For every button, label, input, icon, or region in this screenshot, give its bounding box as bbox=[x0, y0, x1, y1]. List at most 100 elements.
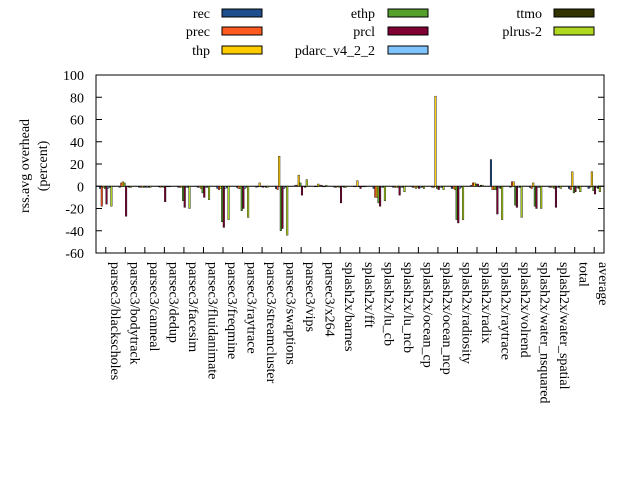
bar-rec-total bbox=[568, 186, 571, 189]
bar-ttmo-total bbox=[577, 186, 580, 189]
bar-prec-parsec3-swaptions bbox=[276, 186, 279, 190]
legend-label-pdarc-v4-2-2: pdarc_v4_2_2 bbox=[295, 44, 375, 59]
bar-plrus-2-splash2x-lu-ncb bbox=[403, 186, 406, 193]
y-tick-label: 20 bbox=[70, 158, 84, 173]
bar-ethp-parsec3-dedup bbox=[162, 186, 165, 188]
x-tick-label-splash2x-lu-cb: splash2x/lu_cb bbox=[380, 262, 395, 346]
bar-ttmo-splash2x-radiosity bbox=[460, 186, 463, 188]
bar-prcl-splash2x-lu-ncb bbox=[398, 186, 401, 196]
bar-ethp-parsec3-streamcluster bbox=[260, 186, 263, 188]
legend-label-plrus-2: plrus-2 bbox=[502, 25, 542, 40]
bar-prcl-splash2x-fft bbox=[359, 186, 362, 189]
x-tick-label-parsec3-raytrace: parsec3/raytrace bbox=[244, 262, 259, 354]
bar-ethp-parsec3-vips bbox=[299, 182, 302, 187]
bar-thp-splash2x-water-nsquared bbox=[532, 182, 535, 187]
bar-pdarc-v4-2-2-parsec3-canneal bbox=[146, 186, 149, 188]
bar-pdarc-v4-2-2-parsec3-x264 bbox=[322, 186, 325, 188]
legend-swatch-prec bbox=[221, 26, 263, 36]
y-tick-label: 80 bbox=[70, 91, 84, 106]
bar-prec-splash2x-fft bbox=[354, 186, 357, 188]
bar-ethp-splash2x-lu-cb bbox=[377, 186, 380, 204]
bar-pdarc-v4-2-2-splash2x-ocean-cp bbox=[419, 186, 422, 188]
bar-ttmo-parsec3-freqmine bbox=[225, 186, 228, 188]
bar-thp-parsec3-streamcluster bbox=[258, 182, 261, 187]
bar-prec-parsec3-vips bbox=[296, 184, 299, 187]
bar-rec-splash2x-ocean-ncp bbox=[431, 186, 434, 188]
bar-prcl-parsec3-raytrace bbox=[242, 186, 245, 209]
bar-ttmo-splash2x-ocean-cp bbox=[421, 186, 424, 188]
bar-rec-parsec3-facesim bbox=[177, 186, 180, 188]
x-tick-label-splash2x-fft: splash2x/fft bbox=[361, 262, 376, 328]
bar-rec-splash2x-lu-ncb bbox=[392, 186, 395, 188]
bar-prec-splash2x-lu-cb bbox=[374, 186, 377, 198]
bar-pdarc-v4-2-2-splash2x-radiosity bbox=[458, 186, 461, 189]
bar-plrus-2-parsec3-dedup bbox=[168, 186, 171, 188]
bar-prec-splash2x-ocean-cp bbox=[413, 186, 416, 188]
bar-rec-splash2x-radiosity bbox=[450, 186, 453, 189]
legend-label-rec: rec bbox=[193, 7, 210, 22]
bar-pdarc-v4-2-2-splash2x-water-spatial bbox=[556, 186, 559, 188]
bar-rec-parsec3-dedup bbox=[157, 186, 160, 188]
x-tick-label-parsec3-dedup: parsec3/dedup bbox=[165, 262, 180, 343]
bar-prec-splash2x-barnes bbox=[335, 186, 338, 188]
bar-prec-parsec3-bodytrack bbox=[120, 182, 123, 187]
bar-thp-parsec3-canneal bbox=[141, 186, 144, 188]
bar-rec-parsec3-freqmine bbox=[216, 186, 219, 189]
bar-pdarc-v4-2-2-parsec3-dedup bbox=[165, 186, 168, 188]
x-axis: parsec3/blackscholes parsec3/bodytrack par… bbox=[105, 247, 610, 404]
bar-rec-parsec3-x264 bbox=[314, 186, 317, 188]
bar-thp-parsec3-bodytrack bbox=[121, 181, 124, 187]
bar-ttmo-parsec3-vips bbox=[304, 186, 307, 188]
bar-ethp-splash2x-fft bbox=[357, 186, 360, 188]
y-tick-label: 100 bbox=[63, 69, 84, 84]
bar-plrus-2-splash2x-raytrace bbox=[501, 186, 504, 220]
bar-prcl-parsec3-blackscholes bbox=[105, 186, 108, 205]
bar-ethp-parsec3-blackscholes bbox=[103, 186, 106, 189]
x-tick-label-parsec3-streamcluster: parsec3/streamcluster bbox=[263, 262, 278, 384]
bar-thp-average bbox=[590, 171, 593, 187]
y-axis-label-line-2: (percent) bbox=[36, 140, 51, 191]
bar-rec-splash2x-barnes bbox=[333, 186, 336, 188]
bar-ethp-splash2x-lu-ncb bbox=[397, 186, 400, 188]
bar-rec-parsec3-streamcluster bbox=[255, 186, 258, 188]
bar-prcl-splash2x-ocean-ncp bbox=[437, 186, 440, 190]
bar-prec-parsec3-blackscholes bbox=[100, 186, 103, 207]
bar-pdarc-v4-2-2-splash2x-lu-cb bbox=[380, 186, 383, 188]
bar-thp-parsec3-swaptions bbox=[278, 156, 281, 187]
bar-pdarc-v4-2-2-splash2x-lu-ncb bbox=[400, 186, 403, 188]
bar-prec-average bbox=[589, 186, 592, 188]
bar-rec-parsec3-canneal bbox=[138, 186, 141, 188]
bar-ethp-parsec3-facesim bbox=[182, 186, 185, 201]
bar-plrus-2-parsec3-blackscholes bbox=[110, 186, 113, 207]
legend-swatch-rec bbox=[221, 8, 263, 18]
bar-thp-parsec3-dedup bbox=[160, 186, 163, 188]
bar-pdarc-v4-2-2-splash2x-raytrace bbox=[497, 186, 500, 188]
bar-ttmo-splash2x-barnes bbox=[343, 186, 346, 188]
bar-thp-total bbox=[571, 171, 574, 187]
plot-border bbox=[95, 74, 605, 254]
x-tick-label-splash2x-raytrace: splash2x/raytrace bbox=[498, 262, 513, 360]
bar-ethp-parsec3-bodytrack bbox=[123, 182, 126, 187]
y-axis-label-line-1: rss.avg overhead bbox=[18, 119, 33, 213]
bar-pdarc-v4-2-2-parsec3-bodytrack bbox=[126, 186, 129, 188]
bar-ethp-splash2x-radiosity bbox=[455, 186, 458, 220]
bar-prec-parsec3-streamcluster bbox=[257, 186, 260, 188]
bar-ttmo-parsec3-blackscholes bbox=[108, 186, 111, 188]
y-tick-label: -60 bbox=[65, 247, 84, 262]
bar-ethp-parsec3-fluidanimate bbox=[201, 186, 204, 194]
bar-rec-splash2x-water-nsquared bbox=[529, 186, 532, 188]
bar-ttmo-splash2x-raytrace bbox=[499, 186, 502, 189]
legend-swatch-prcl bbox=[387, 26, 429, 36]
bar-ttmo-splash2x-fft bbox=[362, 186, 365, 188]
legend-label-prec: prec bbox=[186, 25, 210, 40]
bar-prcl-splash2x-raytrace bbox=[496, 186, 499, 215]
bar-plrus-2-splash2x-fft bbox=[364, 186, 367, 188]
bar-pdarc-v4-2-2-parsec3-facesim bbox=[185, 186, 188, 188]
bar-ethp-splash2x-ocean-cp bbox=[416, 186, 419, 188]
bar-prcl-splash2x-barnes bbox=[340, 186, 343, 204]
bar-thp-parsec3-raytrace bbox=[239, 186, 242, 189]
legend-label-ttmo: ttmo bbox=[516, 7, 542, 22]
bar-thp-parsec3-vips bbox=[297, 174, 300, 187]
bar-prcl-parsec3-vips bbox=[300, 186, 303, 196]
bar-prcl-splash2x-ocean-cp bbox=[418, 186, 421, 189]
